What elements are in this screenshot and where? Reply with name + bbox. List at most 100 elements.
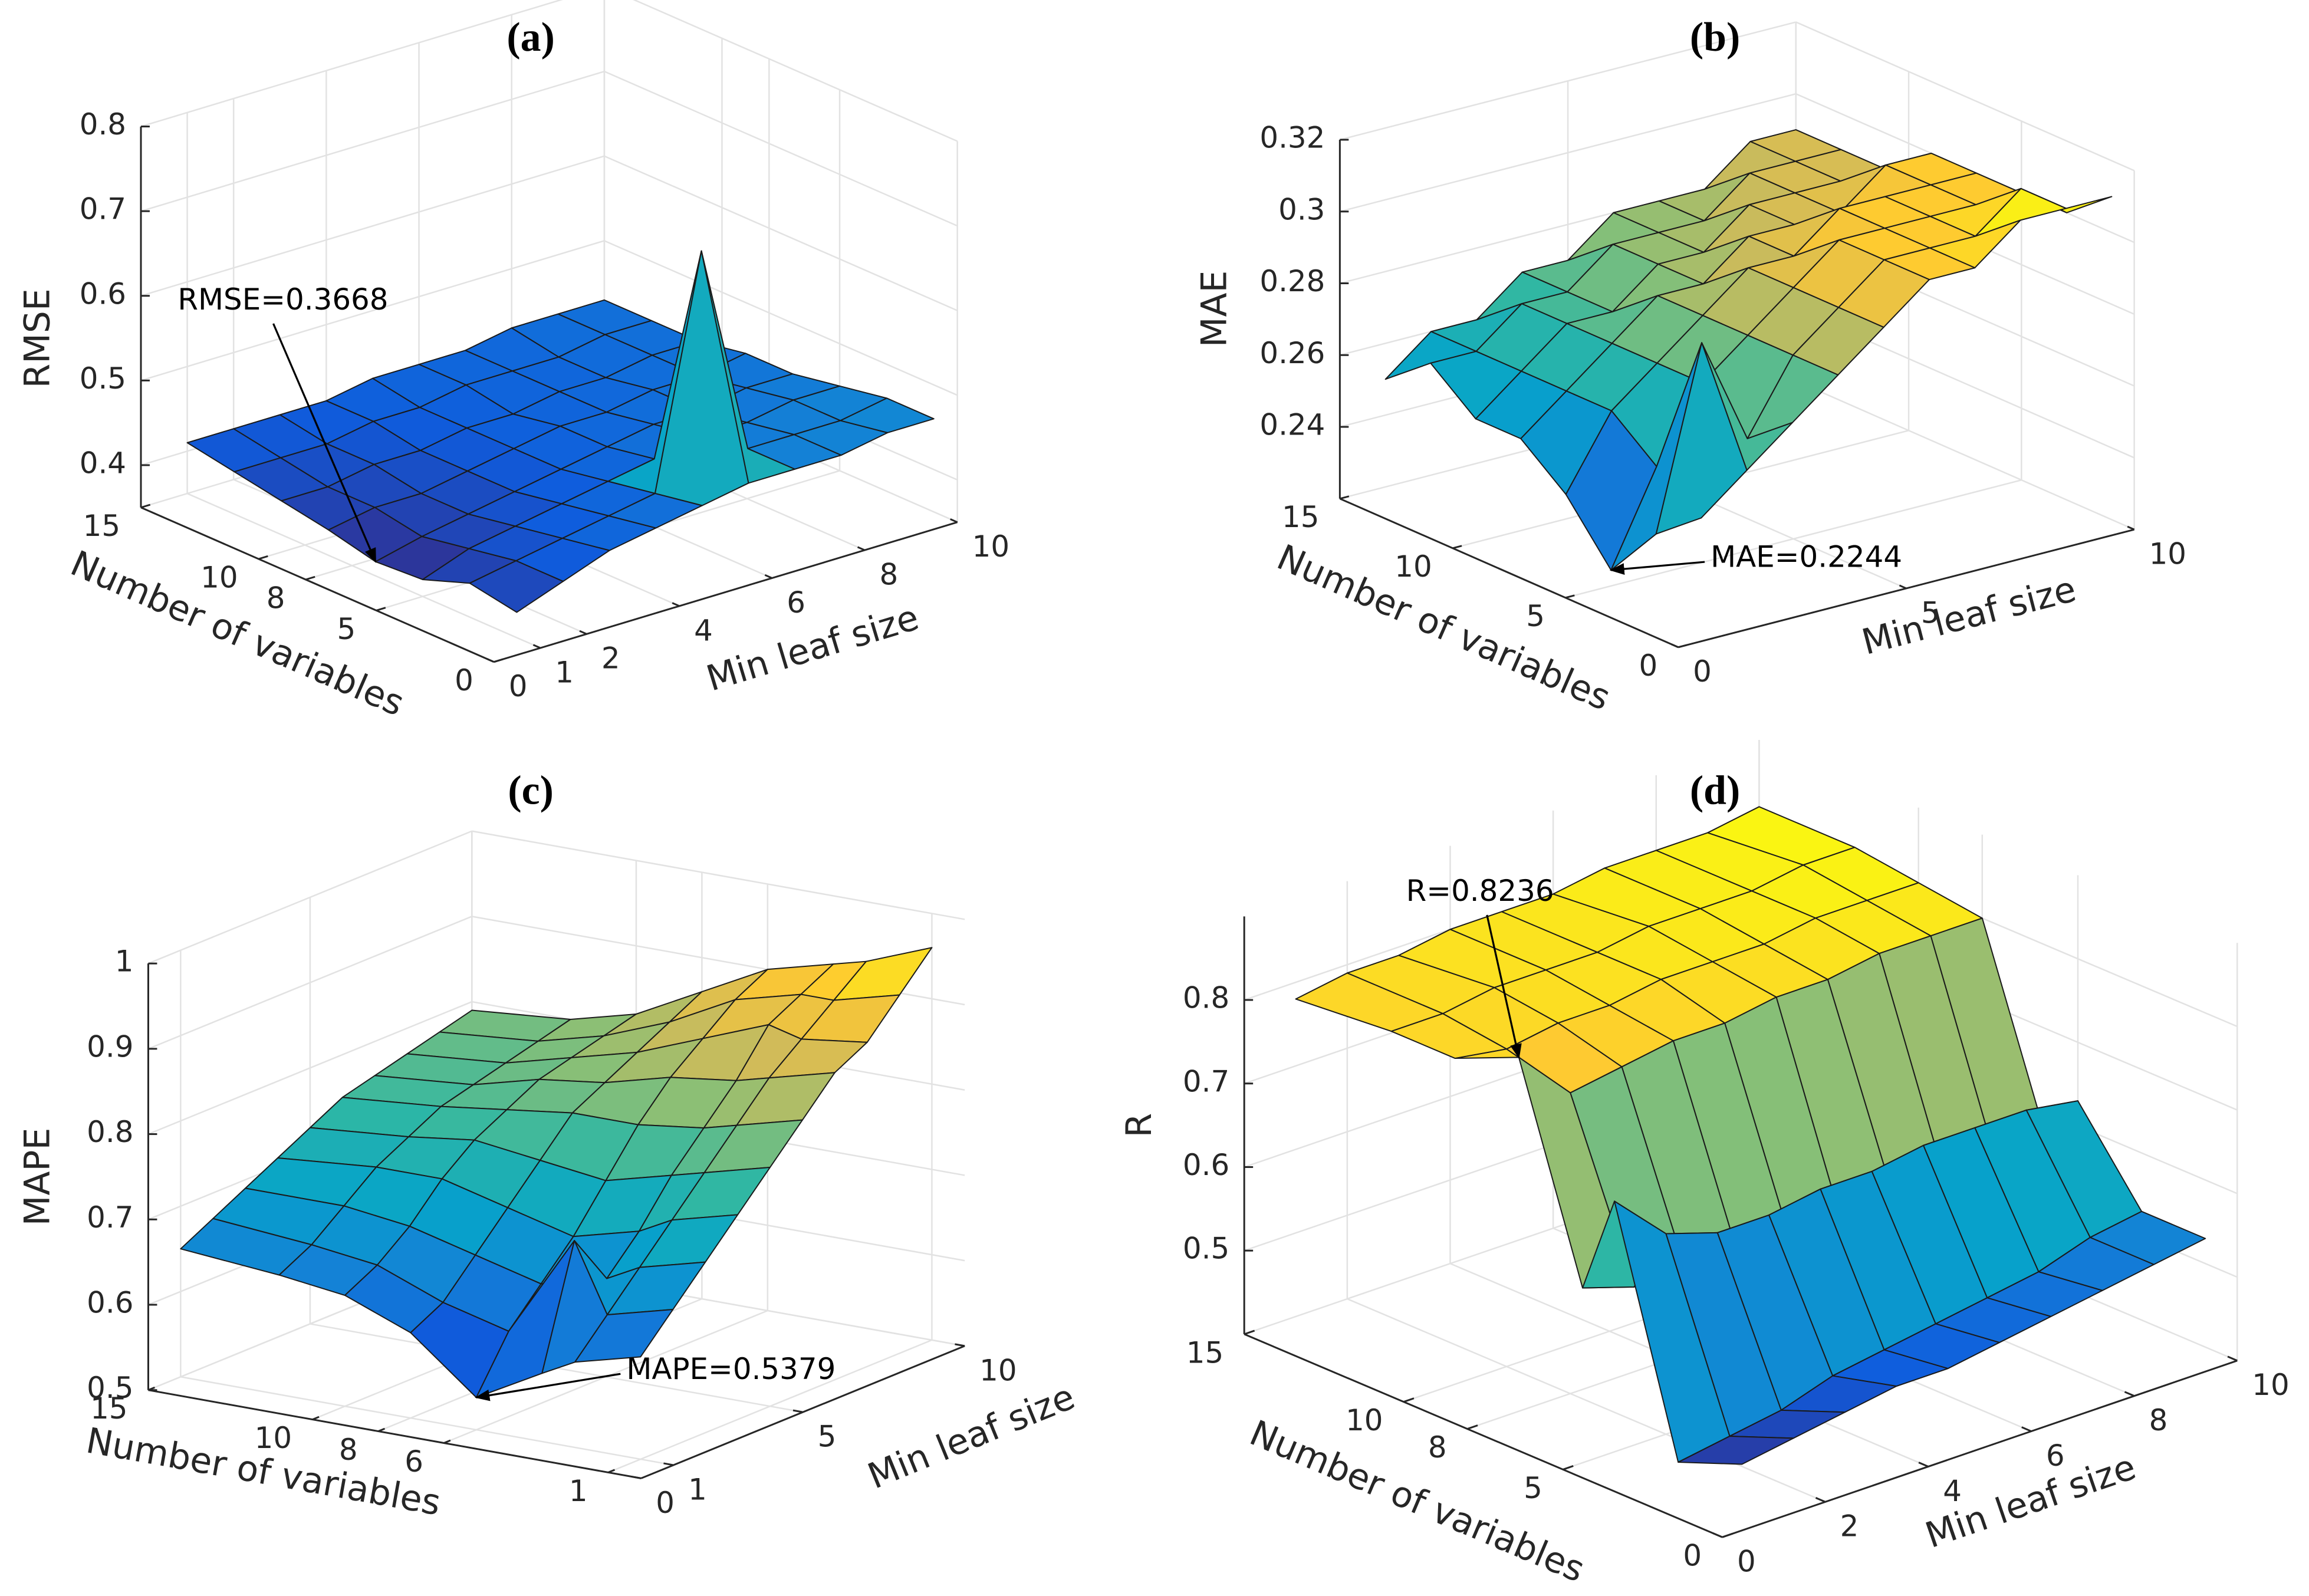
z-tick-label: 0.6	[80, 277, 126, 311]
x-tick-label: 2	[601, 641, 620, 676]
tick-mark	[792, 1409, 803, 1413]
surface	[180, 947, 933, 1398]
z-tick-label: 0.28	[1259, 264, 1325, 298]
grid-line	[1565, 479, 2022, 598]
z-tick-label: 0.7	[87, 1200, 133, 1235]
grid-line	[140, 70, 605, 212]
z-tick-label: 0.6	[1183, 1148, 1229, 1182]
axis-line	[148, 1389, 642, 1479]
tick-mark	[631, 1475, 642, 1479]
y-tick-label: 15	[83, 509, 120, 543]
grid-line	[604, 70, 958, 227]
y-tick-label: 10	[200, 561, 238, 595]
panel-title: (d)	[1690, 768, 1740, 813]
y-tick-label: 6	[404, 1444, 423, 1479]
tick-mark	[1563, 1465, 1574, 1470]
z-axis-label: RMSE	[17, 288, 58, 388]
tick-mark	[1899, 584, 1907, 590]
tick-mark	[2227, 1355, 2238, 1362]
tick-mark	[532, 644, 541, 649]
y-tick-label: 0	[455, 663, 473, 697]
z-tick-label: 0.5	[80, 361, 126, 396]
tick-mark	[2124, 1391, 2135, 1397]
panel-title: (c)	[508, 768, 554, 813]
grid-line	[140, 240, 605, 381]
x-tick-label: 1	[688, 1472, 707, 1506]
grid-line	[180, 1376, 674, 1466]
y-tick-label: 15	[1186, 1335, 1223, 1370]
grid-line	[1347, 1298, 1826, 1503]
grid-line	[608, 1339, 932, 1473]
x-tick-label: 0	[1737, 1545, 1756, 1579]
x-tick-label: 0	[509, 669, 528, 703]
z-tick-label: 0.24	[1259, 408, 1325, 442]
tick-mark	[376, 607, 386, 611]
grid-line	[187, 492, 541, 649]
tick-mark	[955, 1343, 965, 1347]
z-tick-label: 0.8	[80, 107, 126, 141]
x-tick-label: 2	[1840, 1509, 1859, 1544]
y-tick-label: 10	[1346, 1403, 1383, 1437]
annotation-text: MAPE=0.5379	[626, 1352, 836, 1386]
x-tick-label: 4	[1943, 1474, 1962, 1508]
z-tick-label: 0.5	[1183, 1232, 1229, 1266]
tick-mark	[140, 504, 151, 509]
axis-line	[140, 506, 495, 663]
x-tick-label: 4	[694, 613, 713, 647]
axis-line	[494, 521, 958, 663]
axis-line	[1339, 498, 1679, 649]
y-tick-label: 10	[255, 1421, 292, 1455]
surface-patch	[1678, 1435, 1794, 1465]
grid-line	[1795, 380, 2135, 531]
z-axis-label: MAE	[1193, 271, 1235, 347]
tick-mark	[258, 555, 268, 560]
grid-line	[604, 240, 958, 396]
tick-mark	[579, 630, 587, 635]
surface-patch	[469, 560, 564, 613]
tick-mark	[1452, 545, 1462, 549]
x-tick-label: 0	[656, 1486, 675, 1520]
tick-mark	[1918, 1462, 1929, 1467]
z-tick-label: 0.7	[1183, 1064, 1229, 1098]
y-tick-label: 0	[1639, 649, 1658, 683]
x-tick-label: 0	[1693, 654, 1712, 689]
tick-mark	[305, 575, 315, 581]
z-tick-label: 0.4	[80, 446, 126, 480]
y-tick-label: 15	[1282, 500, 1319, 534]
tick-mark	[1244, 1330, 1255, 1335]
x-tick-label: 8	[2149, 1403, 2168, 1437]
grid-line	[140, 155, 605, 297]
x-tick-label: 6	[2046, 1439, 2065, 1473]
annotation-arrow	[1609, 561, 1705, 575]
tick-mark	[1403, 1397, 1415, 1403]
tick-mark	[2127, 525, 2135, 531]
tick-mark	[1815, 1497, 1826, 1503]
tick-mark	[1339, 495, 1350, 500]
tick-mark	[1467, 1424, 1478, 1430]
x-tick-label: 6	[787, 585, 805, 620]
tick-mark	[764, 574, 772, 579]
x-tick-label: 5	[1921, 595, 1940, 630]
tick-mark	[443, 1439, 451, 1444]
surface-patch	[1655, 342, 1748, 535]
annotation-text: RMSE=0.3668	[177, 282, 388, 317]
z-tick-label: 0.8	[87, 1115, 133, 1149]
y-tick-label: 8	[339, 1433, 358, 1467]
grid-line	[472, 830, 965, 920]
tick-mark	[486, 658, 495, 663]
grid-line	[1340, 21, 1797, 141]
x-tick-label: 5	[818, 1420, 837, 1454]
panel-title: (b)	[1690, 15, 1740, 60]
z-tick-label: 0.6	[87, 1286, 133, 1320]
z-tick-label: 0.3	[1278, 192, 1325, 226]
annotation-text: R=0.8236	[1406, 874, 1554, 908]
grid-line	[140, 0, 563, 127]
x-tick-label: 1	[555, 655, 574, 689]
tick-mark	[607, 1469, 616, 1473]
y-tick-label: 5	[1524, 1471, 1542, 1505]
y-tick-label: 5	[1526, 599, 1545, 633]
grid-line	[604, 155, 958, 311]
tick-mark	[857, 546, 866, 551]
